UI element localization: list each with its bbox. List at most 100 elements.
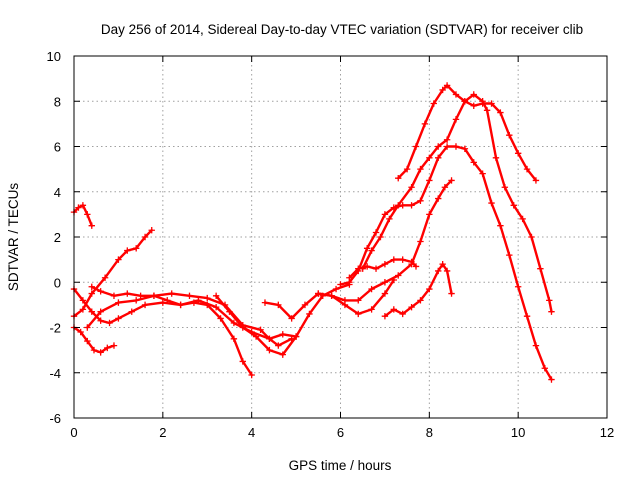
data-point [417, 197, 424, 204]
data-point [399, 310, 406, 318]
data-point [537, 265, 544, 272]
data-point [412, 143, 420, 150]
data-point [257, 326, 264, 333]
series-line [339, 145, 553, 381]
data-point [408, 258, 415, 266]
x-tick-label: 0 [70, 425, 77, 440]
data-point [430, 100, 437, 107]
data-point [546, 297, 553, 304]
data-point [115, 299, 122, 306]
x-tick-label: 4 [248, 425, 255, 440]
data-point [261, 299, 269, 306]
y-tick-label: 4 [54, 185, 61, 200]
data-point [84, 337, 91, 345]
series-line [383, 262, 453, 318]
data-point [79, 297, 87, 304]
series-arc-11 [346, 256, 420, 281]
data-point [101, 274, 109, 281]
data-point [532, 177, 540, 184]
data-point [395, 272, 402, 279]
y-tick-label: -6 [49, 411, 61, 426]
data-point [395, 202, 402, 209]
data-point [77, 328, 84, 336]
data-point [212, 292, 220, 300]
data-point [148, 227, 155, 234]
data-point [488, 199, 495, 207]
data-point [435, 195, 442, 202]
data-point [528, 233, 535, 241]
data-point [506, 251, 513, 259]
data-point [252, 333, 260, 340]
data-point [110, 292, 118, 300]
data-point [510, 202, 517, 209]
data-point [426, 285, 433, 293]
data-point [519, 215, 526, 223]
grid [74, 56, 607, 418]
data-point [230, 335, 238, 343]
series-arc-2 [70, 324, 118, 356]
data-point [97, 288, 104, 295]
data-point [479, 100, 486, 107]
data-point [452, 143, 460, 150]
data-point [168, 290, 175, 297]
data-point [372, 265, 380, 272]
series-arc-14 [381, 260, 455, 320]
data-point [115, 256, 122, 263]
data-point [212, 303, 220, 311]
data-point [412, 263, 420, 270]
data-point [461, 98, 469, 105]
data-point [381, 260, 389, 268]
data-point [90, 346, 98, 354]
data-point [408, 303, 415, 311]
data-point [439, 86, 446, 94]
data-point [275, 301, 282, 309]
data-point [483, 107, 491, 114]
data-point [461, 145, 469, 152]
data-point [301, 301, 309, 309]
data-point [141, 301, 149, 309]
data-point [226, 308, 233, 315]
data-point [97, 308, 104, 315]
data-point [377, 233, 384, 241]
data-point [523, 312, 531, 320]
data-point [84, 324, 91, 331]
data-point [190, 299, 198, 306]
data-point [443, 136, 451, 143]
series-layer [70, 82, 555, 383]
data-point [359, 265, 366, 272]
data-point [381, 312, 389, 320]
data-point [137, 292, 144, 300]
series-arc-10 [337, 143, 555, 383]
data-point [337, 281, 344, 288]
data-point [75, 204, 82, 211]
data-point [470, 102, 477, 109]
data-point [279, 331, 286, 338]
data-point [421, 120, 429, 128]
data-point [266, 346, 273, 354]
data-point [435, 154, 442, 162]
data-point [501, 184, 509, 191]
series-arc-9 [315, 177, 455, 304]
data-point [84, 211, 91, 218]
data-point [514, 150, 522, 157]
data-point [470, 91, 477, 98]
y-tick-label: -2 [49, 321, 61, 336]
data-point [88, 222, 95, 229]
data-point [159, 299, 167, 306]
data-point [186, 292, 193, 300]
data-point [141, 233, 149, 241]
data-point [523, 165, 531, 173]
data-point [132, 245, 140, 252]
data-point [266, 335, 273, 343]
data-point [124, 290, 131, 297]
y-tick-label: -4 [49, 366, 61, 381]
series-arc-1 [70, 202, 95, 229]
data-point [363, 245, 371, 252]
data-point [177, 301, 184, 309]
data-point [88, 290, 95, 297]
data-point [275, 342, 282, 349]
data-point [355, 297, 362, 304]
data-point [110, 342, 118, 349]
y-tick-label: 10 [47, 49, 61, 64]
data-point [128, 308, 135, 315]
